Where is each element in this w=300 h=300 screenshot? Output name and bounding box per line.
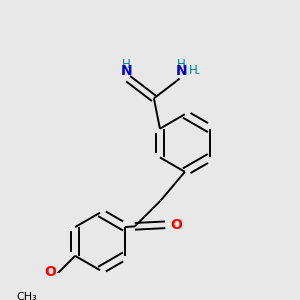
- Text: H: H: [177, 58, 185, 71]
- Text: H: H: [122, 58, 131, 71]
- Text: H: H: [189, 64, 198, 77]
- Text: CH₃: CH₃: [16, 292, 37, 300]
- Text: N: N: [121, 64, 132, 78]
- Text: O: O: [44, 265, 56, 279]
- Text: O: O: [171, 218, 182, 232]
- Text: -: -: [196, 68, 200, 78]
- Text: N: N: [175, 64, 187, 78]
